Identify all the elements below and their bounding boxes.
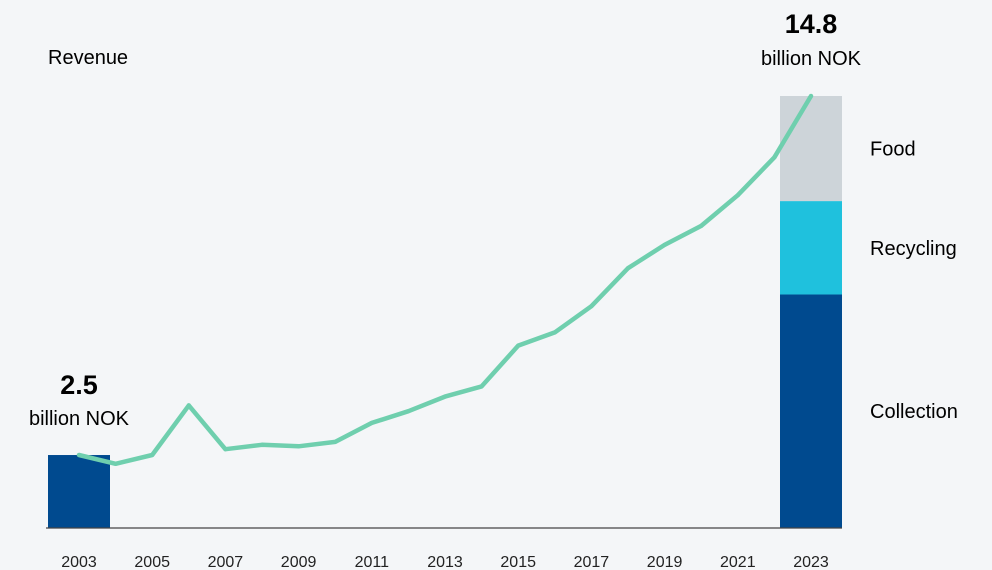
revenue-point-2013 — [443, 395, 447, 399]
line-layer — [77, 94, 813, 466]
bars-layer — [48, 96, 842, 528]
revenue-point-2022 — [772, 155, 776, 159]
x-tick-label: 2005 — [134, 554, 170, 570]
x-tick-labels: 2003 2005 2007 2009 2011 2013 2015 2017 2019 2021… — [61, 554, 829, 570]
revenue-point-2020 — [699, 224, 703, 228]
revenue-point-2019 — [663, 243, 667, 247]
x-tick-label: 2015 — [500, 554, 536, 570]
revenue-point-2017 — [589, 304, 593, 308]
revenue-point-2006 — [187, 403, 191, 407]
revenue-point-2009 — [297, 444, 301, 448]
value-label-2003: 2.5 — [60, 370, 98, 400]
segment-label-food: Food — [870, 139, 916, 161]
segment-label-recycling: Recycling — [870, 238, 957, 260]
revenue-point-2005 — [150, 453, 154, 457]
x-tick-label: 2011 — [355, 554, 390, 570]
revenue-point-2011 — [370, 421, 374, 425]
bar-2003-segment-0 — [48, 455, 110, 528]
x-tick-label: 2013 — [427, 554, 463, 570]
revenue-point-2016 — [553, 330, 557, 334]
x-tick-label: 2021 — [720, 554, 756, 570]
bar-2023-segment-food — [780, 96, 842, 201]
bar-2023-segment-collection — [780, 294, 842, 528]
revenue-line — [79, 96, 811, 464]
revenue-point-2004 — [114, 462, 118, 466]
unit-label-2003: billion NOK — [29, 408, 130, 430]
x-tick-label: 2019 — [647, 554, 683, 570]
revenue-point-2015 — [516, 344, 520, 348]
unit-label-2023: billion NOK — [761, 48, 862, 70]
revenue-point-2008 — [260, 443, 264, 447]
revenue-point-2014 — [480, 384, 484, 388]
x-tick-label: 2023 — [793, 554, 829, 570]
chart-title: Revenue — [48, 47, 128, 69]
segment-label-collection: Collection — [870, 401, 958, 423]
value-label-2023: 14.8 — [785, 9, 838, 39]
revenue-point-2003 — [77, 453, 81, 457]
revenue-point-2023 — [809, 94, 813, 98]
revenue-point-2021 — [736, 193, 740, 197]
x-tick-label: 2009 — [281, 554, 317, 570]
revenue-point-2010 — [333, 440, 337, 444]
revenue-point-2007 — [223, 447, 227, 451]
x-tick-label: 2017 — [574, 554, 610, 570]
x-tick-label: 2007 — [208, 554, 244, 570]
revenue-point-2018 — [626, 266, 630, 270]
revenue-point-2012 — [406, 409, 410, 413]
x-tick-label: 2003 — [61, 554, 97, 570]
bar-2023-segment-recycling — [780, 201, 842, 294]
